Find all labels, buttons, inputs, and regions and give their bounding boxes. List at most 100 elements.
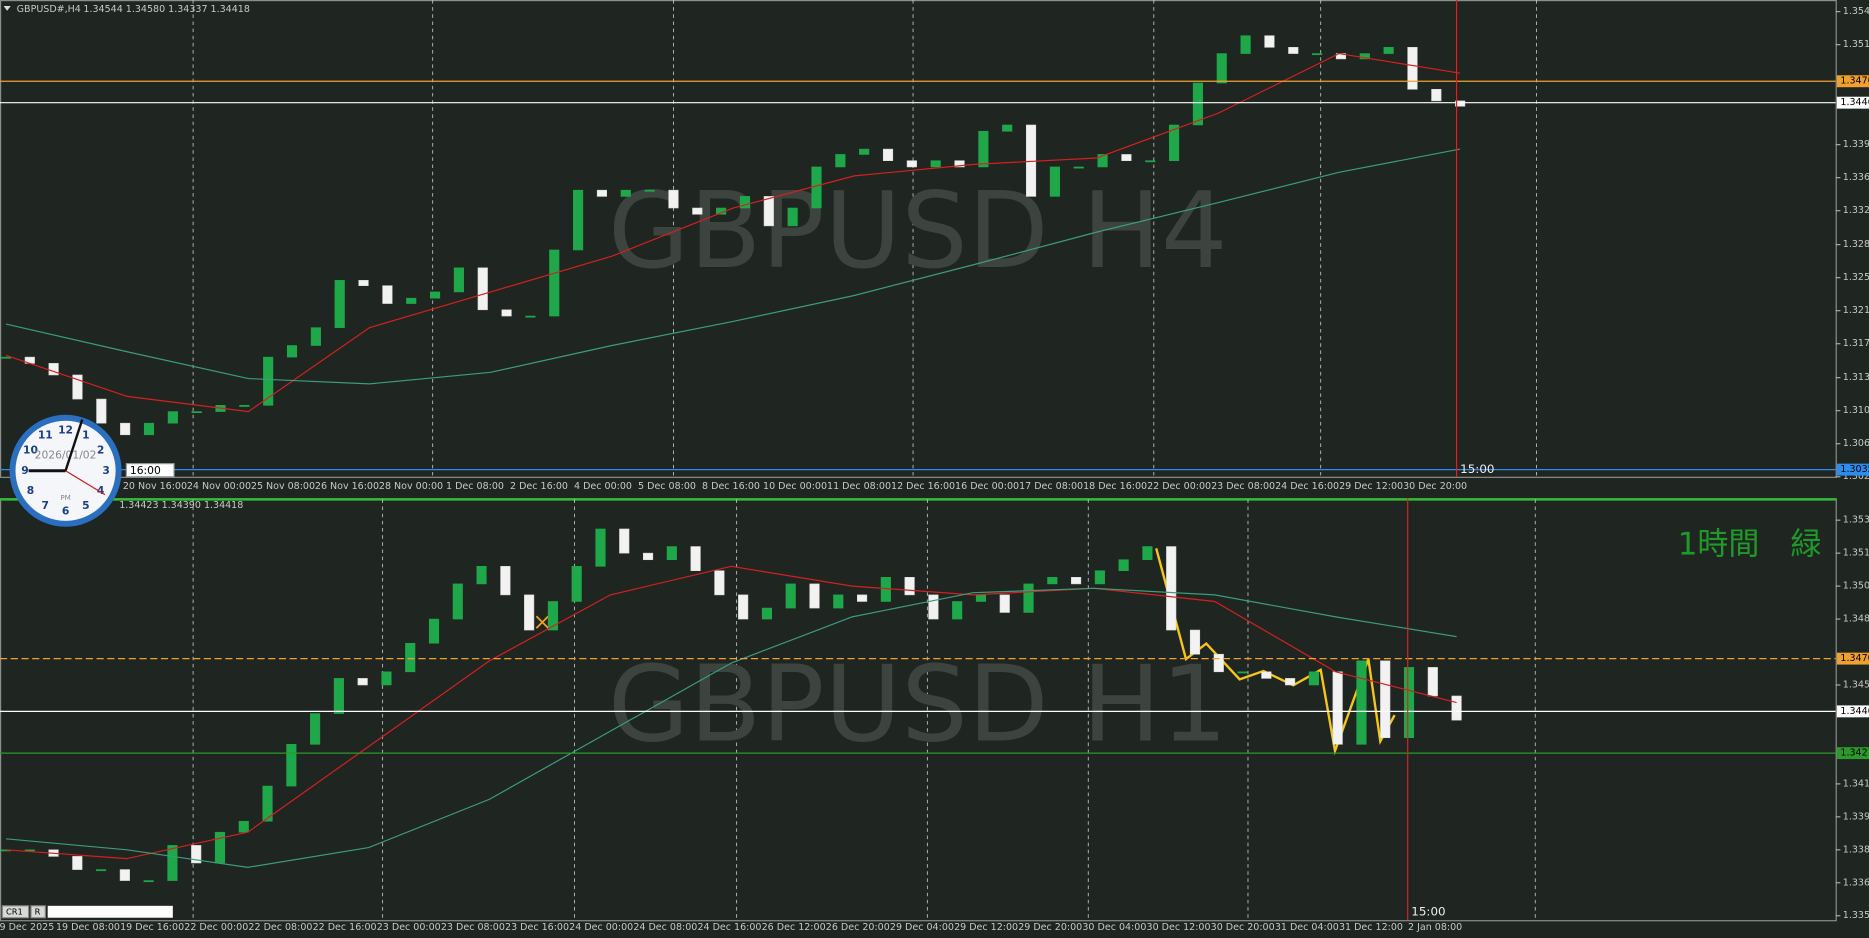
time-box <box>125 463 175 478</box>
x-tick-label: 12 Dec 16:00 <box>891 481 955 492</box>
candle <box>1097 154 1108 168</box>
candle <box>859 148 870 155</box>
candle <box>501 309 512 317</box>
x-tick-label: 26 Dec 20:00 <box>826 922 890 933</box>
moving-average <box>5 52 1461 413</box>
candle <box>714 570 725 596</box>
candle <box>0 356 12 359</box>
candle <box>358 280 369 286</box>
candle <box>809 583 820 609</box>
candle <box>239 405 250 407</box>
watermarks: GBPUSD H4 GBPUSD H1 <box>608 170 1228 765</box>
ohlc: 1.34544 1.34580 1.34337 1.34418 <box>83 4 249 15</box>
candle <box>1121 154 1132 161</box>
candle <box>1169 124 1180 161</box>
watermark: GBPUSD H4 <box>608 170 1228 292</box>
candle <box>333 678 344 714</box>
candle <box>692 207 703 215</box>
candle <box>1216 53 1227 84</box>
candle <box>952 601 963 620</box>
x-tick-label: 23 Dec 08:00 <box>441 922 505 933</box>
clock-number: 4 <box>97 484 104 497</box>
menu-arrow <box>3 5 11 11</box>
candle <box>1427 667 1438 697</box>
x-tick-label: 30 Dec 12:00 <box>1147 922 1211 933</box>
candle <box>833 594 844 609</box>
level-label: 1.3446 <box>1840 97 1869 108</box>
candle <box>1431 88 1442 102</box>
candle <box>690 546 701 572</box>
level-tag <box>1836 652 1869 665</box>
x-tick-label: 4 Dec 00:00 <box>574 481 632 492</box>
candle <box>143 422 155 436</box>
candle <box>524 594 535 631</box>
candle <box>96 869 107 872</box>
x-tick-label: 30 Dec 20:00 <box>1211 922 1275 933</box>
candle <box>143 880 154 883</box>
ohlc: 1.34423 1.34390 1.34418 <box>119 500 243 511</box>
x-tick-label: 23 Dec 16:00 <box>505 922 569 933</box>
y-tick-label: 1.3176 <box>1843 338 1869 349</box>
clock-number: 1 <box>82 429 89 442</box>
candle <box>619 528 630 554</box>
candle <box>286 744 297 787</box>
candle <box>1094 570 1105 585</box>
candle <box>573 189 584 251</box>
candle <box>999 594 1010 613</box>
candle <box>1145 160 1156 163</box>
candle <box>119 869 130 881</box>
candle <box>596 189 608 197</box>
clock-number: 2 <box>97 444 104 457</box>
level-label: 1.3035 <box>1840 464 1869 475</box>
y-tick-label: 1.3511 <box>1843 39 1869 50</box>
candle <box>1264 35 1275 48</box>
candle <box>547 601 558 631</box>
candle <box>191 845 202 864</box>
candle <box>642 552 654 561</box>
note-label: 1時間 緑 <box>1678 526 1822 562</box>
candle <box>382 285 393 304</box>
clock-number: 5 <box>82 499 89 512</box>
x-tick-label: 24 Dec 08:00 <box>633 922 697 933</box>
moving-average <box>5 148 1461 385</box>
x-tick-label: 26 Nov 16:00 <box>315 481 379 492</box>
y-tick-label: 1.3287 <box>1843 239 1869 250</box>
candle <box>1240 35 1251 54</box>
clock-time: 16:00 <box>130 464 161 477</box>
candle <box>167 411 178 424</box>
x-tick-label: 2 Dec 16:00 <box>510 481 568 492</box>
candle <box>1261 671 1272 679</box>
y-tick-label: 1.3399 <box>1843 139 1869 150</box>
candle <box>1356 660 1367 745</box>
candle <box>904 577 915 596</box>
time-separators <box>192 0 1537 921</box>
candle <box>428 618 440 644</box>
candle <box>406 297 417 304</box>
y-tick-label: 1.3488 <box>1843 614 1869 625</box>
x-tick-label: 31 Dec 12:00 <box>1339 922 1403 933</box>
clock-number: 8 <box>27 484 34 497</box>
candle <box>978 130 989 168</box>
panel-frame <box>0 0 1837 478</box>
candle <box>334 280 345 328</box>
candle <box>668 189 679 209</box>
candle <box>310 713 321 745</box>
candle <box>120 422 131 436</box>
x-tick-label: 1 Dec 08:00 <box>446 481 504 492</box>
clock-number: 7 <box>42 499 49 512</box>
level-label: 1.3470 <box>1840 653 1869 664</box>
input-bar[interactable] <box>47 905 173 918</box>
candle <box>1047 577 1058 585</box>
candle <box>954 160 965 168</box>
x-tick-label: 8 Dec 16:00 <box>702 481 760 492</box>
candle <box>310 327 321 346</box>
candle <box>835 154 846 168</box>
candle <box>1071 577 1082 585</box>
y-tick-label: 1.3458 <box>1843 679 1869 690</box>
x-tick-label: 23 Dec 08:00 <box>1211 481 1275 492</box>
clock-date: 2026/01/02 <box>35 448 97 461</box>
candle <box>476 566 487 585</box>
x-tick-label: 30 Dec 04:00 <box>1082 922 1146 933</box>
